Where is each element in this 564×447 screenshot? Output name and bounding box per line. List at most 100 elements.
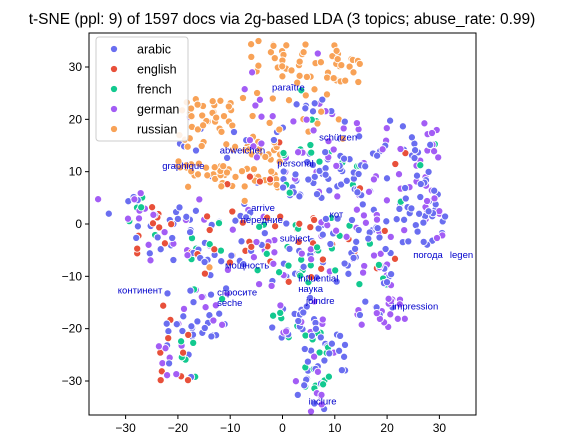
y-tick-label: 10 [69, 165, 83, 179]
annotation-label: impression [392, 301, 438, 312]
annotation-label: передние [241, 215, 283, 226]
annotation-label: континент [118, 286, 163, 297]
point-french [279, 148, 288, 158]
point-german [430, 147, 439, 156]
point-german [420, 119, 429, 128]
point-arabic [382, 217, 391, 226]
point-french [296, 271, 305, 280]
point-russian [194, 159, 203, 168]
point-arabic [400, 215, 409, 224]
point-russian [338, 134, 347, 143]
point-russian [197, 141, 206, 151]
point-russian [267, 167, 276, 176]
point-arabic [386, 116, 395, 125]
annotation-label: arrive [251, 203, 275, 214]
annotation-label: graphique [162, 161, 204, 172]
legend: arabic english french german russian [95, 36, 189, 142]
point-arabic [335, 346, 344, 355]
point-arabic [441, 212, 450, 221]
point-russian [317, 107, 326, 116]
point-arabic [179, 312, 188, 321]
point-arabic [104, 209, 113, 218]
point-arabic [318, 230, 327, 239]
point-russian [310, 85, 319, 94]
point-arabic [162, 319, 171, 328]
point-german [318, 315, 327, 324]
point-russian [270, 54, 279, 63]
point-arabic [292, 100, 301, 109]
point-russian [295, 71, 304, 80]
point-german [309, 126, 318, 135]
point-arabic [344, 269, 353, 278]
point-arabic [187, 322, 196, 331]
point-german [357, 320, 366, 329]
point-russian [354, 77, 363, 87]
point-french [189, 338, 198, 347]
point-arabic [387, 270, 396, 279]
point-german [134, 214, 144, 223]
point-russian [205, 263, 214, 272]
point-english [295, 219, 304, 228]
point-russian [240, 196, 249, 205]
point-arabic [310, 99, 319, 108]
annotation-label: abweichen [220, 145, 265, 156]
point-english [318, 255, 327, 264]
point-german [369, 251, 379, 260]
point-english [317, 264, 326, 273]
point-arabic [268, 323, 277, 332]
point-russian [282, 41, 291, 50]
point-french [218, 294, 227, 304]
point-arabic [395, 204, 404, 213]
point-german [329, 145, 338, 154]
point-english [271, 222, 280, 231]
point-russian [238, 93, 248, 103]
point-german [228, 225, 237, 234]
point-russian [268, 94, 277, 103]
point-arabic [168, 233, 177, 243]
point-russian [261, 152, 270, 161]
annotation-label: наука [298, 284, 324, 295]
point-french [297, 86, 306, 95]
point-russian [187, 167, 196, 176]
point-french [255, 222, 264, 231]
point-german [364, 187, 374, 196]
point-arabic [293, 390, 302, 399]
point-french [216, 246, 225, 255]
point-russian [349, 68, 358, 77]
y-tick-label: −30 [62, 374, 83, 388]
point-arabic [413, 227, 422, 236]
point-arabic [401, 183, 410, 193]
point-arabic [325, 349, 334, 358]
chart-title: t-SNE (ppl: 9) of 1597 docs via 2g-based… [29, 11, 536, 28]
point-french [331, 266, 340, 275]
point-russian [240, 182, 249, 191]
point-russian [265, 118, 274, 127]
point-russian [322, 90, 332, 99]
point-arabic [300, 344, 309, 354]
point-french [315, 157, 324, 166]
point-german [332, 161, 341, 170]
point-arabic [355, 310, 364, 320]
point-arabic [269, 135, 278, 145]
point-russian [217, 127, 226, 136]
point-russian [224, 102, 233, 111]
point-english [184, 330, 193, 339]
point-english [210, 245, 219, 254]
point-german [333, 192, 342, 201]
point-russian [302, 72, 311, 81]
point-russian [231, 172, 240, 181]
point-french [177, 337, 186, 346]
point-arabic [336, 331, 345, 340]
point-arabic [237, 237, 246, 246]
point-german [257, 112, 266, 121]
point-arabic [407, 133, 416, 142]
point-english [225, 258, 234, 267]
point-german [94, 195, 103, 204]
annotation-label: influential [298, 274, 338, 285]
point-french [285, 188, 294, 197]
point-english [310, 215, 319, 224]
x-axis-ticks: −30 −20 −10 0 10 20 30 [115, 415, 446, 435]
point-arabic [332, 277, 341, 286]
point-arabic [361, 162, 370, 171]
point-arabic [145, 249, 154, 258]
